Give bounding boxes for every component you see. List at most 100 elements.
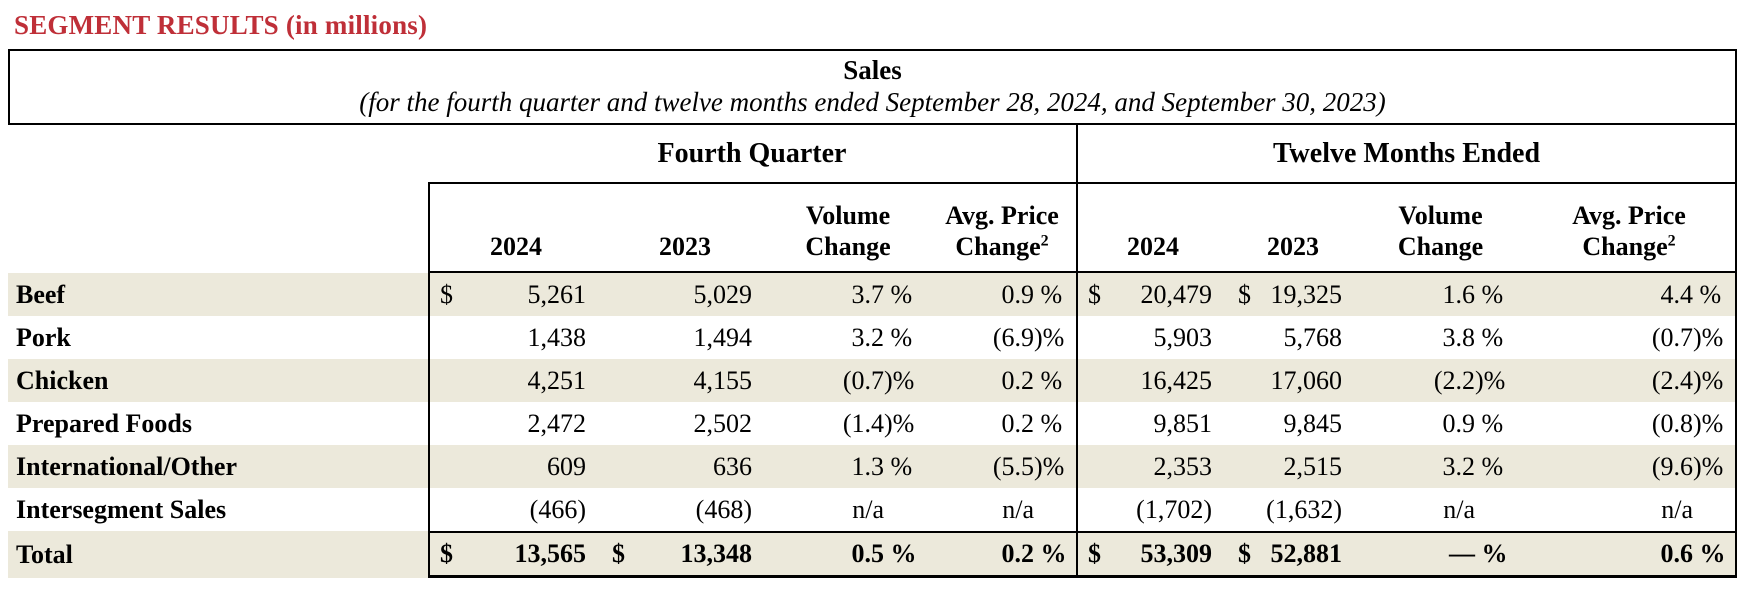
- cell-value: 5,768: [1283, 322, 1343, 352]
- percent-sign: %: [884, 322, 913, 352]
- header-label: Change: [805, 232, 891, 261]
- percent-sign: )%: [1034, 451, 1065, 481]
- cell-tm-2023: 9,845: [1228, 402, 1358, 445]
- group-spacer: [8, 125, 428, 182]
- percent-sign: %: [1034, 539, 1067, 568]
- percent-sign: %: [884, 451, 913, 481]
- segment-results-page: SEGMENT RESULTS (in millions) Sales (for…: [8, 10, 1737, 578]
- cell-value: 3.2: [851, 322, 885, 352]
- table-row: Total $13,565 $13,348 0.5 % 0.2 % $53,30…: [8, 531, 1737, 578]
- percent-sign: %: [1475, 451, 1504, 481]
- cell-tm-volume-change: — %: [1358, 531, 1523, 578]
- cell-value: 9,845: [1283, 408, 1343, 438]
- cell-tm-2023: 17,060: [1228, 359, 1358, 402]
- cell-value: 1.3: [851, 451, 885, 481]
- dollar-sign: $: [1238, 539, 1251, 568]
- cell-tm-2023: $52,881: [1228, 531, 1358, 578]
- cell-tm-volume-change: 1.6 %: [1358, 273, 1523, 316]
- cell-value: n/a: [1443, 494, 1475, 524]
- percent-sign: %: [1693, 279, 1722, 309]
- percent-sign: )%: [1693, 451, 1724, 481]
- cell-fq-avg-price-change: (6.9)%: [928, 316, 1078, 359]
- cell-value: 3.7: [851, 279, 885, 309]
- cell-value: (1,632): [1266, 494, 1342, 524]
- cell-value: 0.5: [851, 539, 885, 568]
- header-label: 2024: [490, 232, 542, 261]
- header-label: Avg. Price: [945, 201, 1059, 230]
- percent-sign: )%: [884, 408, 915, 438]
- cell-value: n/a: [852, 494, 884, 524]
- cell-fq-volume-change: 3.7 %: [768, 273, 928, 316]
- cell-value: 2,353: [1153, 451, 1213, 481]
- cell-value: 19,325: [1270, 279, 1343, 309]
- cell-fq-2023: 4,155: [602, 359, 768, 402]
- header-label: Volume: [1398, 201, 1483, 230]
- percent-sign: %: [1693, 539, 1726, 568]
- sales-caption-title: Sales: [843, 55, 902, 85]
- header-label: Avg. Price: [1572, 201, 1686, 230]
- table-row: Prepared Foods 2,472 2,502 (1.4)% 0.2 % …: [8, 402, 1737, 445]
- header-fq-2023: 2023: [602, 182, 768, 273]
- dollar-sign: $: [1088, 539, 1101, 568]
- cell-tm-volume-change: (2.2)%: [1358, 359, 1523, 402]
- cell-fq-volume-change: (0.7)%: [768, 359, 928, 402]
- cell-tm-volume-change: n/a: [1358, 488, 1523, 531]
- header-tm-avg-price-change: Avg. Price Change2: [1523, 182, 1737, 273]
- percent-sign: %: [1475, 322, 1504, 352]
- cell-fq-2024: 4,251: [428, 359, 602, 402]
- cell-tm-avg-price-change: 0.6 %: [1523, 531, 1737, 578]
- cell-value: 5,903: [1153, 322, 1213, 352]
- cell-tm-2024: $20,479: [1078, 273, 1228, 316]
- page-title: SEGMENT RESULTS (in millions): [14, 10, 428, 40]
- cell-value: (466): [529, 494, 586, 524]
- row-label: Prepared Foods: [16, 408, 192, 438]
- cell-value: 0.9: [1442, 408, 1476, 438]
- cell-value: 2,472: [527, 408, 587, 438]
- cell-fq-avg-price-change: 0.2 %: [928, 531, 1078, 578]
- cell-tm-volume-change: 0.9 %: [1358, 402, 1523, 445]
- cell-value: 3.2: [1442, 451, 1476, 481]
- cell-fq-avg-price-change: (5.5)%: [928, 445, 1078, 488]
- cell-value: 5,029: [693, 279, 753, 309]
- cell-value: 0.6: [1660, 539, 1694, 568]
- cell-value: 0.2: [1001, 408, 1035, 438]
- row-label: Beef: [16, 279, 66, 309]
- cell-fq-volume-change: n/a: [768, 488, 928, 531]
- cell-value: 2,502: [693, 408, 753, 438]
- header-label: Change2: [955, 232, 1049, 261]
- cell-value: 0.9: [1001, 279, 1035, 309]
- row-label: Intersegment Sales: [16, 494, 227, 524]
- header-label: Change: [1397, 232, 1484, 261]
- cell-tm-2024: 9,851: [1078, 402, 1228, 445]
- cell-fq-volume-change: 0.5 %: [768, 531, 928, 578]
- cell-value: 4.4: [1660, 279, 1694, 309]
- percent-sign: )%: [1475, 365, 1506, 395]
- cell-value: (0.7: [842, 365, 884, 395]
- cell-value: (468): [695, 494, 752, 524]
- cell-value: 636: [713, 451, 752, 481]
- sales-caption-subtitle: (for the fourth quarter and twelve month…: [359, 87, 1386, 117]
- cell-value: 3.8: [1442, 322, 1476, 352]
- cell-value: 5,261: [527, 279, 587, 309]
- header-spacer: [8, 182, 428, 273]
- cell-fq-2023: $13,348: [602, 531, 768, 578]
- percent-sign: %: [1475, 279, 1504, 309]
- cell-tm-2023: $19,325: [1228, 273, 1358, 316]
- sales-caption-box: Sales (for the fourth quarter and twelve…: [8, 49, 1737, 125]
- cell-tm-avg-price-change: (9.6)%: [1523, 445, 1737, 488]
- cell-fq-avg-price-change: 0.2 %: [928, 402, 1078, 445]
- cell-value: (1,702): [1136, 494, 1212, 524]
- cell-tm-2024: 2,353: [1078, 445, 1228, 488]
- cell-value: 1,438: [527, 322, 587, 352]
- cell-tm-avg-price-change: n/a: [1523, 488, 1737, 531]
- header-fq-avg-price-change: Avg. Price Change2: [928, 182, 1078, 273]
- row-label: Total: [16, 539, 73, 569]
- percent-sign: %: [884, 539, 917, 568]
- cell-value: (0.7: [1651, 322, 1693, 352]
- cell-fq-2023: 5,029: [602, 273, 768, 316]
- percent-sign: %: [1475, 408, 1504, 438]
- cell-value: (6.9: [992, 322, 1034, 352]
- cell-tm-volume-change: 3.8 %: [1358, 316, 1523, 359]
- cell-tm-avg-price-change: (0.8)%: [1523, 402, 1737, 445]
- header-tm-2023: 2023: [1228, 182, 1358, 273]
